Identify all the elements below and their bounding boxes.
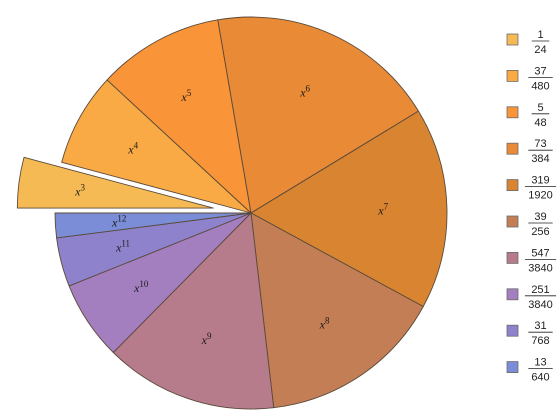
legend-item-x3: 124 [506, 29, 550, 56]
legend-numerator: 5 [537, 102, 543, 114]
legend-swatch [506, 288, 519, 301]
legend-item-x10: 251 3840 [506, 284, 557, 311]
legend-denominator: 1920 [528, 190, 552, 202]
legend-numerator: 547 [531, 247, 549, 259]
slice-label-x9: x9 [201, 331, 212, 347]
legend-swatch [506, 361, 519, 374]
legend-numerator: 319 [531, 175, 549, 187]
legend-numerator: 37 [534, 65, 546, 77]
legend-numerator: 13 [534, 357, 546, 369]
legend-item-x9: 547 3840 [506, 247, 557, 274]
pie-slice-x7 [250, 110, 448, 307]
pie-slice-x9 [112, 212, 275, 410]
pie-slices [16, 16, 448, 410]
legend-denominator: 24 [534, 44, 546, 56]
pie-slice-x3 [16, 156, 214, 209]
slice-label-x5: x5 [180, 88, 191, 104]
legend-numerator: 1 [537, 29, 543, 41]
legend-denominator: 384 [531, 153, 549, 165]
legend-denominator: 480 [531, 80, 549, 92]
legend-denominator: 640 [531, 372, 549, 384]
legend-denominator: 768 [531, 335, 549, 347]
legend-numerator: 73 [534, 138, 546, 150]
legend-numerator: 251 [531, 284, 549, 296]
legend-item-x7: 319 1920 [506, 175, 557, 202]
slice-label-x11: x11 [115, 239, 130, 255]
legend-numerator: 31 [534, 320, 546, 332]
slice-label-x12: x12 [111, 213, 126, 229]
legend-swatch [506, 70, 519, 82]
pie-slice-x4 [61, 79, 252, 214]
legend-swatch [506, 33, 519, 46]
legend-swatch [506, 215, 519, 228]
legend: 1243748054873384319192039256547384025138… [506, 29, 557, 384]
slice-label-x4: x4 [127, 141, 138, 157]
slice-label-x10: x10 [133, 279, 149, 295]
legend-swatch [506, 179, 519, 192]
legend-swatch [506, 142, 519, 155]
pie-slice-x8 [250, 212, 424, 409]
legend-swatch [506, 324, 519, 337]
legend-denominator: 48 [534, 117, 546, 129]
pie-slice-x12 [54, 212, 252, 239]
legend-item-x5: 548 [506, 102, 550, 129]
legend-denominator: 256 [531, 226, 549, 238]
slice-label-x6: x6 [299, 84, 310, 100]
legend-denominator: 3840 [528, 262, 552, 274]
slice-label-x8: x8 [319, 315, 330, 331]
slice-label-x7: x7 [377, 202, 388, 218]
pie-slice-labels: x3 x4 x5 x6 x7 x8 x9 x10 x11 x12 [74, 84, 388, 347]
slice-label-x3: x3 [74, 183, 85, 199]
pie-slice-x6 [217, 16, 419, 214]
pie-slice-x5 [106, 19, 252, 214]
legend-denominator: 3840 [528, 299, 552, 311]
legend-numerator: 39 [534, 211, 546, 223]
legend-swatch [506, 106, 519, 119]
legend-swatch [506, 251, 519, 264]
